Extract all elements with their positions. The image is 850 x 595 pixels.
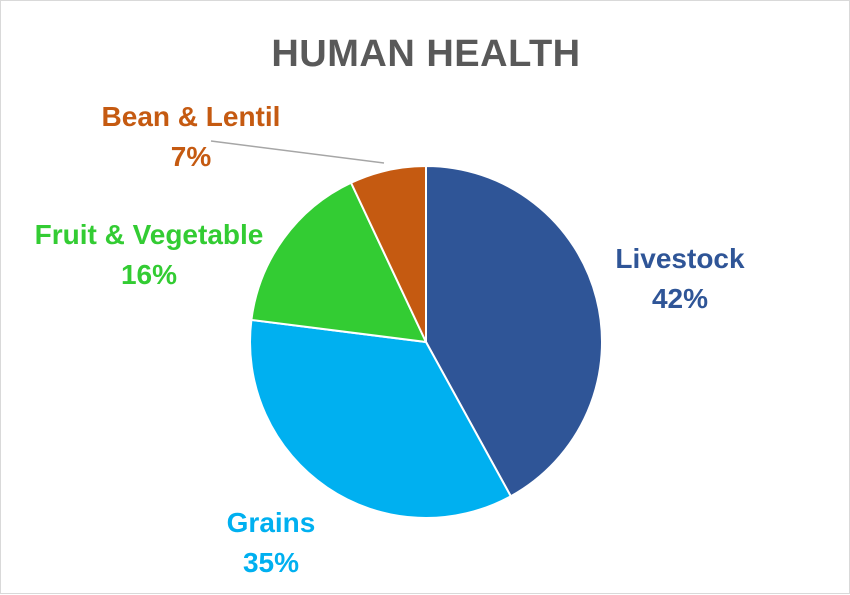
data-label-livestock-name: Livestock [615, 243, 745, 274]
data-label-bean-lentil-percent: 7% [170, 141, 212, 172]
data-label-fruit-vegetable: Fruit & Vegetable 16% [15, 215, 283, 295]
pie-slice-bean-lentil [349, 164, 427, 343]
data-label-livestock: Livestock 42% [605, 239, 755, 319]
pie-slice-fruit-vegetable [250, 181, 428, 344]
pie-slices [249, 164, 603, 519]
data-label-livestock-percent: 42% [651, 283, 709, 314]
pie-slice-grains [249, 318, 513, 519]
data-label-grains-name: Grains [226, 507, 316, 538]
data-label-bean-lentil: Bean & Lentil 7% [81, 97, 301, 177]
chart-title: HUMAN HEALTH [271, 33, 581, 75]
bean-lentil-leader-line [210, 140, 385, 164]
data-label-grains-percent: 35% [242, 547, 300, 578]
data-label-fruit-vegetable-name: Fruit & Vegetable [34, 219, 264, 250]
data-label-grains: Grains 35% [201, 503, 341, 583]
data-label-fruit-vegetable-percent: 16% [120, 259, 178, 290]
pie-slice-livestock [425, 164, 603, 498]
data-label-bean-lentil-name: Bean & Lentil [101, 101, 281, 132]
